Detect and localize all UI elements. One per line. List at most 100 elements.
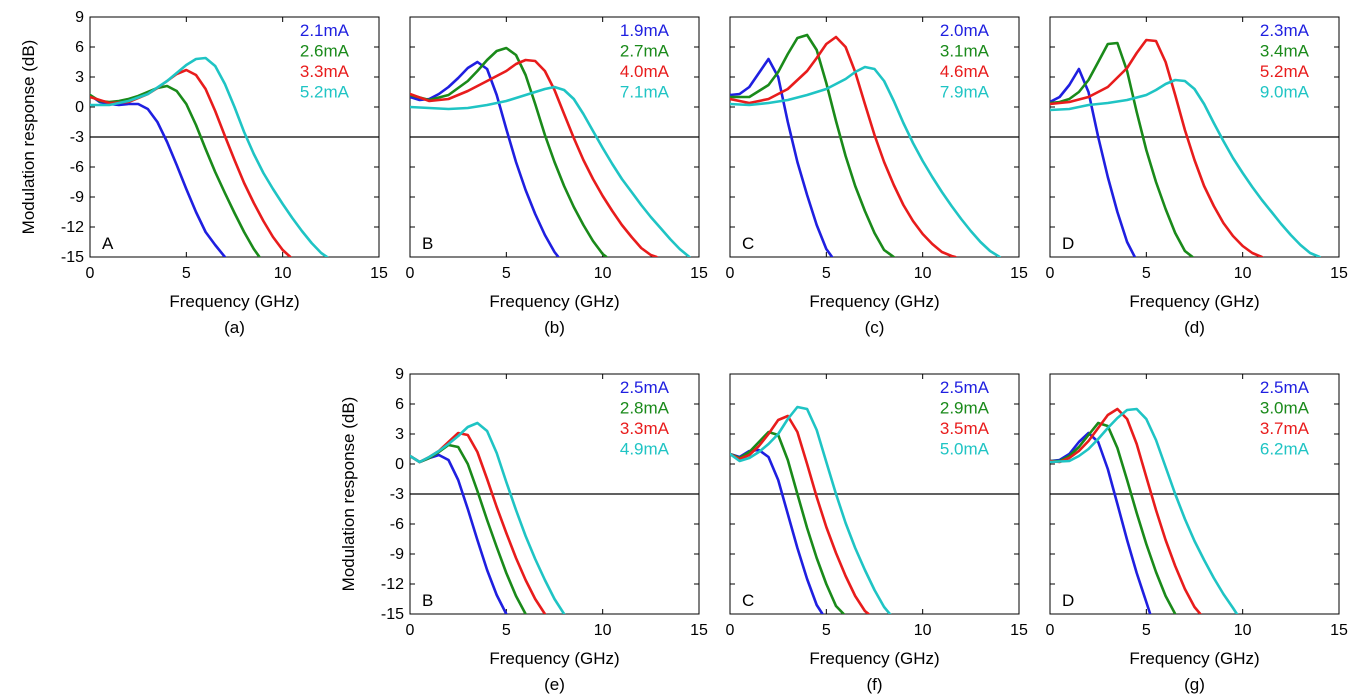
panel-caption: (g) [1184, 675, 1205, 694]
series-line-6.2mA [1050, 407, 1239, 614]
legend-entry: 3.1mA [940, 42, 990, 61]
legend-entry: 4.0mA [620, 62, 670, 81]
legend-entry: 2.5mA [620, 378, 670, 397]
series-line-3.7mA [1050, 407, 1202, 614]
x-tick-label: 15 [690, 265, 708, 282]
panel-a: 0 5 10 15 -15 -12 -9 -6 -3 0 3 6 9 Modulation respons… [19, 9, 388, 337]
series-line-3.5mA [730, 414, 870, 614]
y-tick-label: -15 [61, 249, 84, 266]
x-tick-label: 5 [502, 622, 511, 639]
series-group [730, 33, 1001, 257]
y-tick-label: -9 [70, 189, 84, 206]
legend-entry: 3.3mA [620, 419, 670, 438]
series-line-7.9mA [730, 65, 1001, 257]
x-tick-label: 5 [182, 265, 191, 282]
x-tick-label: 10 [1234, 265, 1252, 282]
legend-entry: 5.0mA [940, 440, 990, 459]
x-axis-label: Frequency (GHz) [1129, 292, 1259, 311]
legend-entry: 2.8mA [620, 399, 670, 418]
y-tick-label: 9 [395, 366, 404, 383]
legend-entry: 3.7mA [1260, 419, 1310, 438]
panel-letter: D [1062, 234, 1074, 253]
legend-entry: 2.6mA [300, 42, 350, 61]
y-tick-label: -3 [390, 486, 404, 503]
panel-letter: C [742, 234, 754, 253]
panel-letter: B [422, 234, 433, 253]
y-tick-label: 3 [75, 69, 84, 86]
legend-entry: 4.6mA [940, 62, 990, 81]
panel-letter: A [102, 234, 114, 253]
series-line-3.3mA [90, 68, 292, 257]
panel-letter: C [742, 591, 754, 610]
panel-caption: (c) [865, 318, 885, 337]
x-tick-label: 5 [502, 265, 511, 282]
y-tick-label: 9 [75, 9, 84, 26]
series-line-2.1mA [90, 93, 227, 257]
legend-entry: 2.9mA [940, 399, 990, 418]
series-group [1050, 38, 1321, 257]
x-tick-label: 10 [594, 622, 612, 639]
legend-entry: 2.0mA [940, 21, 990, 40]
panel-caption: (b) [544, 318, 565, 337]
x-axis-label: Frequency (GHz) [489, 292, 619, 311]
series-group [730, 405, 892, 614]
series-line-4.0mA [410, 58, 658, 257]
y-tick-label: 0 [75, 99, 84, 116]
series-group [410, 421, 566, 614]
legend-entry: 3.0mA [1260, 399, 1310, 418]
legend-entry: 3.3mA [300, 62, 350, 81]
legend-entry: 2.3mA [1260, 21, 1310, 40]
x-axis-label: Frequency (GHz) [169, 292, 299, 311]
x-tick-label: 0 [406, 622, 415, 639]
x-tick-label: 0 [726, 265, 735, 282]
x-tick-label: 0 [1046, 265, 1055, 282]
legend-entry: 2.5mA [1260, 378, 1310, 397]
legend-entry: 2.5mA [940, 378, 990, 397]
panel-letter: D [1062, 591, 1074, 610]
y-tick-label: 6 [75, 39, 84, 56]
panel-caption: (f) [866, 675, 882, 694]
y-tick-label: -12 [61, 219, 84, 236]
panel-caption: (d) [1184, 318, 1205, 337]
legend-entry: 2.1mA [300, 21, 350, 40]
y-tick-label: 3 [395, 426, 404, 443]
legend-entry: 5.2mA [300, 83, 350, 102]
y-axis-label: Modulation response (dB) [339, 397, 358, 592]
panel-e: 0 5 10 15 -15 -12 -9 -6 -3 0 3 6 9 Modulation respons… [339, 366, 708, 694]
series-line-7.1mA [410, 85, 691, 257]
series-line-2.6mA [90, 84, 261, 257]
series-line-3.0mA [1050, 421, 1177, 614]
y-tick-label: -6 [70, 159, 84, 176]
series-line-3.4mA [1050, 41, 1194, 257]
series-line-5.2mA [90, 56, 329, 257]
x-tick-label: 15 [1010, 265, 1028, 282]
x-tick-label: 10 [914, 622, 932, 639]
legend-entry: 3.4mA [1260, 42, 1310, 61]
x-tick-label: 0 [726, 622, 735, 639]
series-line-2.7mA [410, 46, 608, 257]
y-tick-label: -15 [381, 606, 404, 623]
x-tick-label: 5 [1142, 622, 1151, 639]
x-tick-label: 10 [594, 265, 612, 282]
series-line-5.0mA [730, 405, 892, 614]
x-axis-label: Frequency (GHz) [1129, 649, 1259, 668]
x-tick-label: 15 [1330, 265, 1348, 282]
y-tick-label: -3 [70, 129, 84, 146]
x-tick-label: 0 [1046, 622, 1055, 639]
x-tick-label: 15 [690, 622, 708, 639]
x-tick-label: 0 [86, 265, 95, 282]
series-line-2.0mA [730, 57, 834, 257]
x-tick-label: 15 [1010, 622, 1028, 639]
y-tick-label: -9 [390, 546, 404, 563]
series-group [410, 46, 691, 257]
legend-entry: 6.2mA [1260, 440, 1310, 459]
x-tick-label: 5 [822, 265, 831, 282]
x-tick-label: 10 [914, 265, 932, 282]
series-line-3.1mA [730, 33, 896, 257]
legend-entry: 9.0mA [1260, 83, 1310, 102]
panel-letter: B [422, 591, 433, 610]
